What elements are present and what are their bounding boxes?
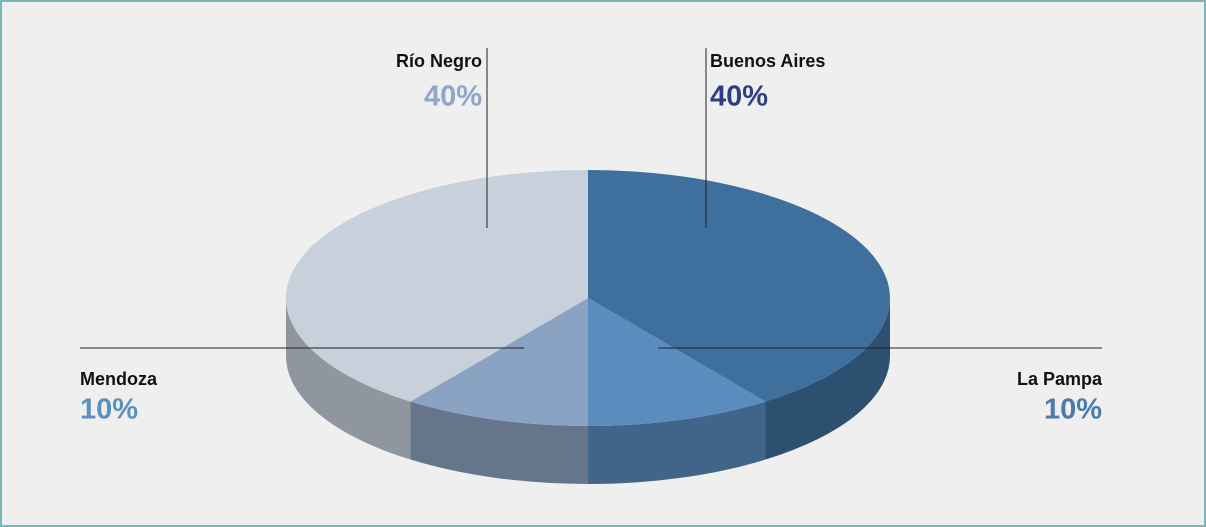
slice-side (765, 298, 891, 460)
slice-value: 40% (710, 81, 768, 113)
slice-value: 40% (424, 81, 482, 113)
slice-value: 10% (1044, 394, 1102, 426)
slice-label: La Pampa (1017, 369, 1103, 389)
slice (286, 170, 588, 402)
slice (410, 298, 588, 426)
slice-label: Río Negro (396, 51, 482, 71)
slice (588, 298, 766, 426)
slice-value: 10% (80, 394, 138, 426)
pie (286, 170, 891, 484)
slice-side (588, 401, 766, 484)
slice-side (286, 298, 411, 460)
slice-label: Buenos Aires (710, 51, 825, 71)
slice (588, 170, 890, 402)
slice-label: Mendoza (80, 369, 158, 389)
slice-side (410, 401, 588, 484)
labels: Buenos Aires 40% La Pampa 10% Mendoza 10% Río … (80, 48, 1103, 426)
